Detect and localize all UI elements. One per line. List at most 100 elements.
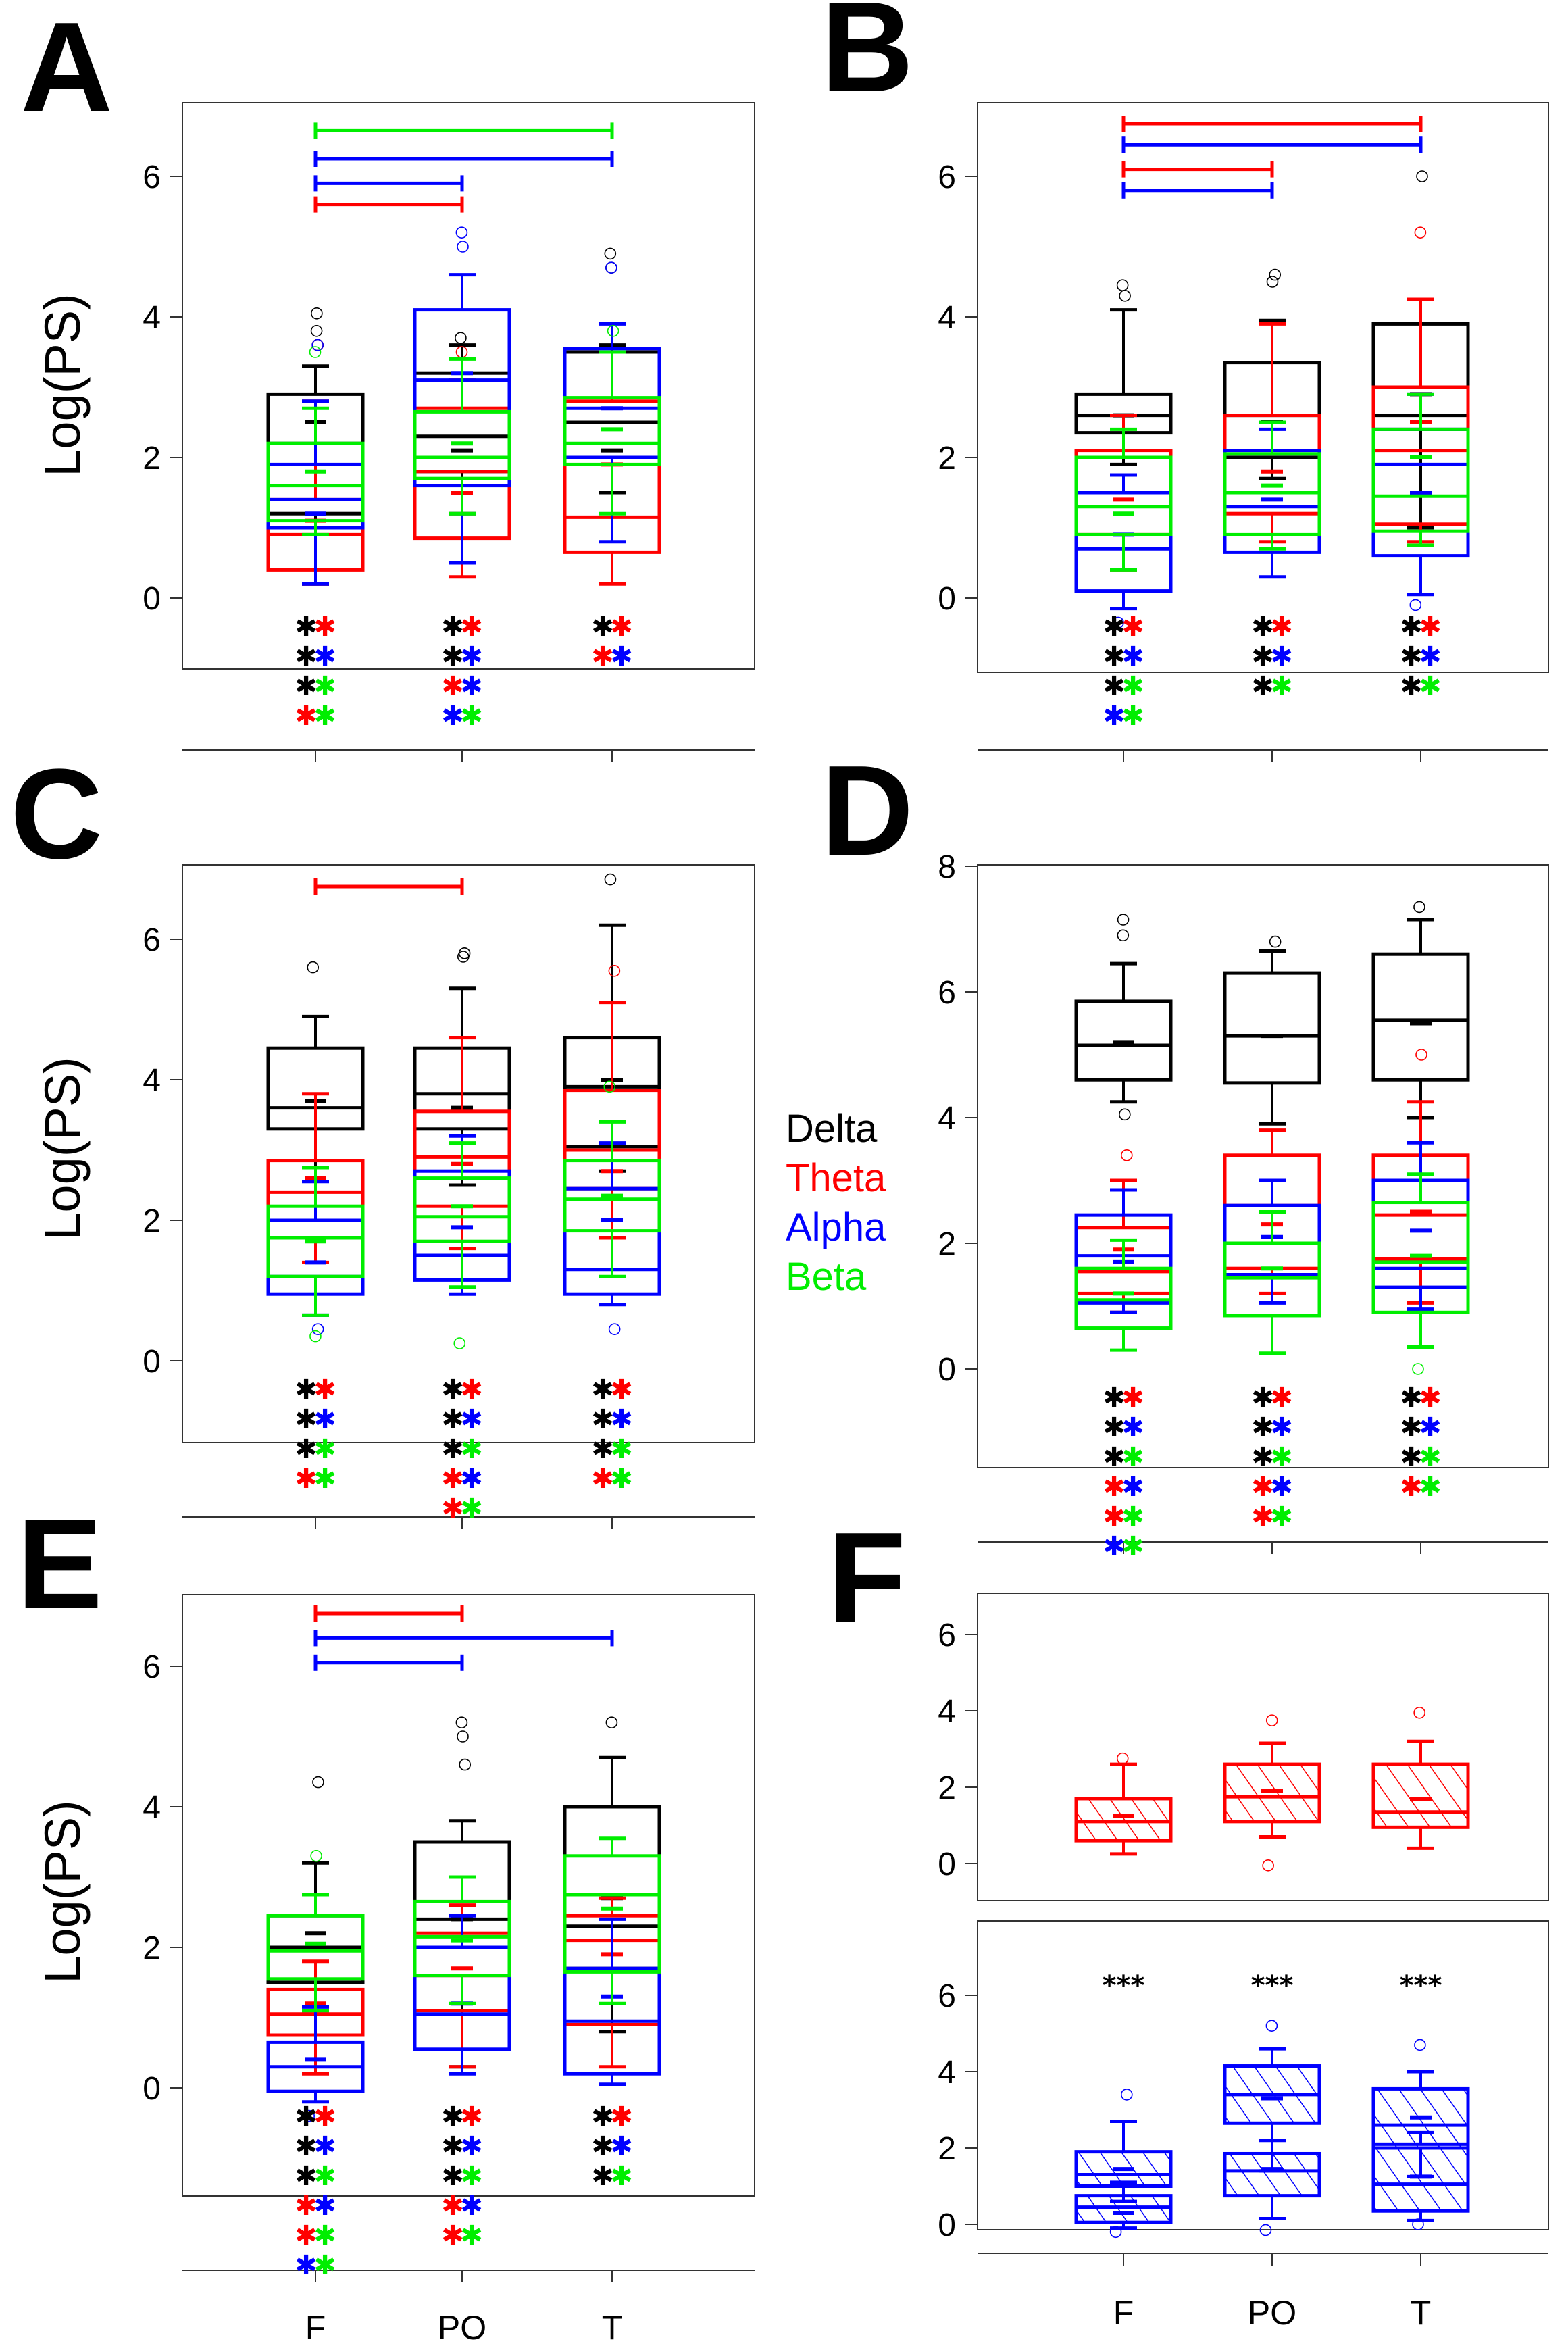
outlier-point (1266, 276, 1279, 288)
significance-star: ✱ (1121, 1412, 1144, 1443)
significance-star: ✱ (1103, 611, 1126, 643)
legend: Delta Theta Alpha Beta (786, 1107, 886, 1299)
y-tick-label: 0 (143, 1344, 161, 1380)
significance-star: ✱ (441, 611, 464, 643)
y-tick-label: 4 (143, 300, 161, 336)
box-beta-po (1223, 1210, 1321, 1355)
significance-star: ✱ (1103, 1442, 1126, 1473)
outlier-point (455, 1716, 468, 1728)
box-iqr (266, 441, 365, 523)
significance-star: ✱ (460, 671, 483, 702)
box-theta-f (1074, 1149, 1173, 1314)
y-tick-label: 6 (143, 1649, 161, 1685)
outlier-point (1265, 2020, 1278, 2032)
significance-star: ✱ (610, 1434, 633, 1465)
outlier-point (459, 1758, 472, 1771)
significance-stars-top: *** (1400, 1970, 1442, 2001)
outlier-point (310, 1850, 322, 1862)
outlier-point (604, 247, 617, 260)
y-tick-label: 2 (143, 441, 161, 476)
significance-star: ✱ (313, 641, 336, 672)
box-iqr (563, 396, 661, 466)
outlier-point (453, 1337, 466, 1349)
significance-bracket (313, 878, 464, 895)
legend-theta: Theta (786, 1156, 886, 1200)
box-iqr (1223, 971, 1321, 1085)
significance-star: ✱ (295, 2101, 318, 2132)
outlier-point (311, 307, 323, 320)
significance-star: ✱ (295, 1404, 318, 1435)
significance-star: ✱ (313, 611, 336, 643)
box-alpha-f (1074, 2089, 1173, 2203)
significance-star: ✱ (1400, 1442, 1423, 1473)
box-iqr (1223, 452, 1321, 536)
outlier-point (1414, 2039, 1426, 2051)
significance-star: ✱ (1400, 1382, 1423, 1414)
significance-star: ✱ (1121, 1472, 1144, 1503)
box-iqr (266, 1914, 365, 1981)
significance-bracket (313, 151, 614, 167)
significance-star: ✱ (313, 1404, 336, 1435)
y-tick-label: 6 (938, 1978, 956, 2014)
significance-star: ✱ (1103, 1472, 1126, 1503)
box-beta-po (413, 1141, 511, 1349)
significance-star: ✱ (1270, 611, 1293, 643)
box-theta-po (1223, 1714, 1321, 1872)
outlier-point (1412, 1363, 1424, 1375)
significance-star: ✱ (441, 2220, 464, 2251)
significance-star: ✱ (295, 2250, 318, 2281)
significance-star: ✱ (460, 2131, 483, 2162)
significance-star: ✱ (295, 1434, 318, 1465)
significance-bracket (1121, 161, 1274, 178)
y-tick-label: 6 (143, 159, 161, 195)
outlier-point (1414, 226, 1427, 239)
outlier-point (1117, 929, 1130, 942)
significance-star: ✱ (295, 2161, 318, 2192)
y-tick-label: 2 (938, 1226, 956, 1262)
outlier-point (1112, 616, 1124, 629)
box-iqr (1074, 491, 1173, 593)
significance-star: ✱ (1270, 671, 1293, 702)
plot-frame (977, 864, 1549, 1468)
y-tick-label: 4 (938, 300, 956, 336)
outlier-point (455, 226, 468, 239)
significance-star: ✱ (441, 641, 464, 672)
outlier-point (458, 947, 471, 959)
y-tick-label: 2 (938, 1770, 956, 1806)
y-axis-label: Log(PS) (34, 1057, 91, 1240)
significance-star: ✱ (1251, 671, 1274, 702)
y-tick-label: 6 (938, 159, 956, 195)
y-tick-label: 0 (143, 2071, 161, 2107)
significance-star: ✱ (460, 1404, 483, 1435)
box-beta-po (1223, 420, 1321, 551)
panel-letter-c: C (10, 743, 103, 886)
y-tick-label: 2 (143, 1203, 161, 1239)
significance-star: ✱ (460, 1493, 483, 1524)
significance-bracket (313, 122, 614, 139)
significance-stars-top: *** (1103, 1970, 1145, 2001)
significance-star: ✱ (1270, 1382, 1293, 1414)
y-tick-label: 4 (143, 1063, 161, 1099)
significance-star: ✱ (610, 611, 633, 643)
legend-beta: Beta (786, 1255, 867, 1299)
significance-star: ✱ (313, 2131, 336, 2162)
significance-star: ✱ (1400, 641, 1423, 672)
significance-bracket (1121, 116, 1423, 132)
significance-star: ✱ (591, 2131, 614, 2162)
box-iqr (1371, 1201, 1470, 1314)
box-iqr (1371, 2086, 1470, 2150)
significance-star: ✱ (295, 2131, 318, 2162)
box-alpha-po (1223, 2020, 1321, 2173)
box-iqr (1074, 1797, 1173, 1843)
box-iqr (563, 1159, 661, 1233)
x-axis-labels-left: F PO T (305, 2309, 623, 2347)
significance-star: ✱ (610, 2131, 633, 2162)
significance-star: ✱ (1251, 1442, 1274, 1473)
significance-star: ✱ (1121, 1531, 1144, 1562)
outlier-point (309, 1330, 322, 1343)
box-beta-f (266, 346, 365, 536)
significance-star: ✱ (313, 2220, 336, 2251)
outlier-point (1409, 599, 1422, 611)
outlier-point (1116, 1752, 1129, 1765)
